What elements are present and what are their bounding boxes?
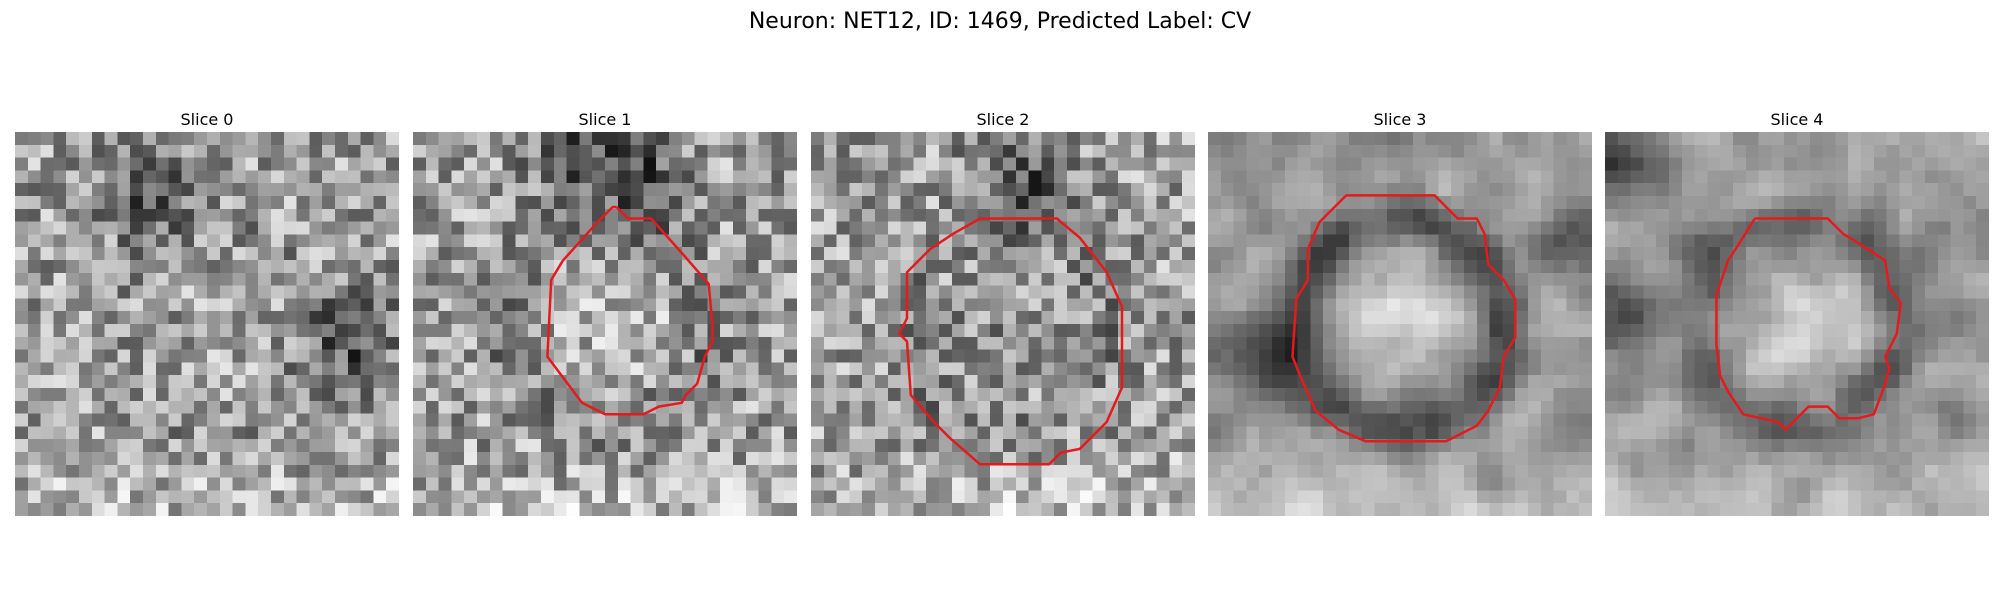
slice-title-4: Slice 4 (1770, 110, 1824, 129)
slice-title-2: Slice 2 (976, 110, 1030, 129)
slice-panel-0: Slice 0 (15, 108, 399, 516)
slice-panel-1: Slice 1 (413, 108, 797, 516)
slice-image-1 (413, 132, 797, 516)
slice-image-2 (811, 132, 1195, 516)
slice-panel-3: Slice 3 (1208, 108, 1592, 516)
slice-title-3: Slice 3 (1373, 110, 1427, 129)
slice-title-1: Slice 1 (578, 110, 632, 129)
slice-image-4 (1605, 132, 1989, 516)
slice-title-0: Slice 0 (180, 110, 234, 129)
slice-panel-2: Slice 2 (811, 108, 1195, 516)
slice-image-3 (1208, 132, 1592, 516)
figure-title: Neuron: NET12, ID: 1469, Predicted Label… (748, 9, 1252, 34)
slice-panel-4: Slice 4 (1605, 108, 1989, 516)
slice-image-0 (15, 132, 399, 516)
